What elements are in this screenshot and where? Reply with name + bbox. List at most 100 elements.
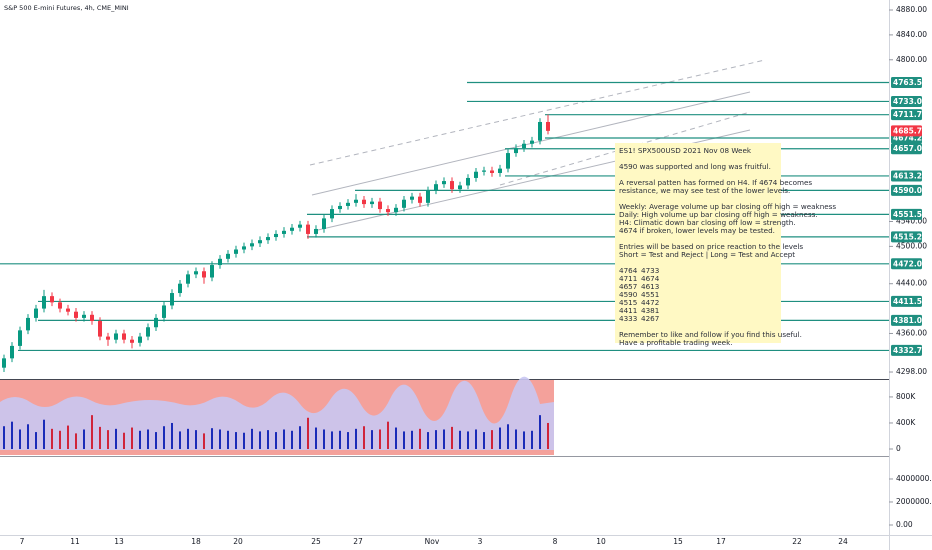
- level-label: 4381.00: [893, 316, 927, 325]
- candle-body: [122, 333, 126, 340]
- candle-body: [170, 293, 174, 306]
- x-tick-label: 18: [191, 537, 201, 546]
- volume-bar: [291, 430, 293, 450]
- volume-bar: [443, 429, 445, 450]
- candle-body: [258, 240, 262, 244]
- volume-bar: [107, 430, 109, 450]
- volume-bar: [499, 427, 501, 450]
- volume-bar: [435, 430, 437, 450]
- note-level: 4515: [619, 298, 637, 307]
- volume-bar: [251, 428, 253, 450]
- volume-bar: [419, 428, 421, 450]
- volume-bar: [243, 432, 245, 450]
- note-level: 4381: [641, 306, 659, 315]
- level-label-bg: [891, 184, 922, 196]
- candle-body: [442, 181, 446, 185]
- note-line: Remember to like and follow if you find …: [619, 330, 802, 339]
- note-line: ES1! SPX500USD 2021 Nov 08 Week: [619, 146, 752, 155]
- volume-bar: [259, 431, 261, 450]
- volume-bar: [411, 430, 413, 450]
- volume-bar: [35, 432, 37, 450]
- volume-bar: [331, 431, 333, 450]
- candle-body: [370, 201, 374, 205]
- volume-bar: [75, 433, 77, 450]
- note-line: Entries will be based on price reaction …: [619, 242, 803, 251]
- volume-bar: [427, 432, 429, 450]
- volume-bar: [155, 432, 157, 450]
- note-level: 4733: [641, 266, 659, 275]
- y-tick-label: 2000000.00: [896, 497, 932, 506]
- volume-bar: [307, 417, 309, 450]
- volume-bar: [235, 432, 237, 450]
- volume-bar: [355, 428, 357, 450]
- volume-bar: [171, 422, 173, 450]
- note-level: 4472: [641, 298, 659, 307]
- volume-bar: [3, 426, 5, 450]
- volume-bar: [515, 429, 517, 450]
- level-label: 4613.25: [893, 171, 927, 180]
- y-tick-label: 0: [896, 444, 901, 453]
- candle-body: [298, 224, 302, 228]
- candle-body: [98, 321, 102, 337]
- level-label: 4472.00: [893, 259, 927, 268]
- level-label-bg: [891, 344, 922, 356]
- level-label: 4674.25: [893, 133, 927, 142]
- candle-body: [546, 121, 550, 131]
- level-label-bg: [891, 295, 922, 307]
- volume-bar: [131, 427, 133, 450]
- x-tick-label: 24: [838, 537, 848, 546]
- candle-body: [274, 233, 278, 238]
- note-line: Short = Test and Reject | Long = Test an…: [619, 250, 795, 259]
- candle-body: [482, 170, 486, 172]
- candle-body: [2, 358, 6, 368]
- volume-bar: [363, 426, 365, 450]
- x-tick-label: 22: [792, 537, 802, 546]
- candle-body: [266, 237, 270, 241]
- level-label-bg: [891, 314, 922, 326]
- volume-bar: [59, 430, 61, 450]
- volume-bar: [547, 422, 549, 450]
- volume-bar: [163, 426, 165, 450]
- candle-body: [218, 258, 222, 266]
- candle-body: [458, 185, 462, 190]
- level-label-bg: [891, 231, 922, 243]
- volume-bar: [403, 431, 405, 450]
- candle-body: [434, 184, 438, 191]
- level-label: 4515.25: [893, 232, 927, 241]
- y-tick-label: 4800.00: [896, 55, 927, 64]
- volume-bar: [323, 429, 325, 450]
- note-level: 4551: [641, 290, 659, 299]
- level-label: 4551.50: [893, 210, 927, 219]
- candle-body: [18, 330, 22, 346]
- volume-bar: [339, 430, 341, 450]
- volume-bar: [83, 429, 85, 450]
- candle-body: [506, 153, 510, 169]
- candle-body: [498, 168, 502, 173]
- channel-line: [309, 59, 766, 166]
- note-line: Daily: High volume up bar closing off hi…: [619, 210, 818, 219]
- y-tick-label: 4500.00: [896, 241, 927, 250]
- x-tick-label: 11: [70, 537, 80, 546]
- y-tick-label: 400K: [896, 418, 916, 427]
- note-line: A reversal patten has formed on H4. If 4…: [619, 178, 812, 187]
- volume-bar: [491, 430, 493, 450]
- note-box: [615, 143, 781, 343]
- candle-body: [338, 205, 342, 210]
- volume-bar: [179, 431, 181, 450]
- volume-bar: [99, 426, 101, 450]
- volume-bar: [299, 426, 301, 450]
- candle-body: [146, 327, 150, 337]
- candle-body: [418, 196, 422, 203]
- level-label-bg: [891, 208, 922, 220]
- candle-body: [474, 171, 478, 178]
- x-tick-label: 20: [233, 537, 243, 546]
- candle-body: [162, 305, 166, 318]
- last-price-label: 4685.75: [893, 126, 927, 135]
- volume-bar: [19, 429, 21, 450]
- candle-body: [114, 333, 118, 340]
- level-label: 4763.50: [893, 78, 927, 87]
- volume-bar: [43, 419, 45, 450]
- volume-band: [0, 376, 554, 450]
- candle-body: [10, 345, 14, 359]
- volume-bar: [211, 428, 213, 450]
